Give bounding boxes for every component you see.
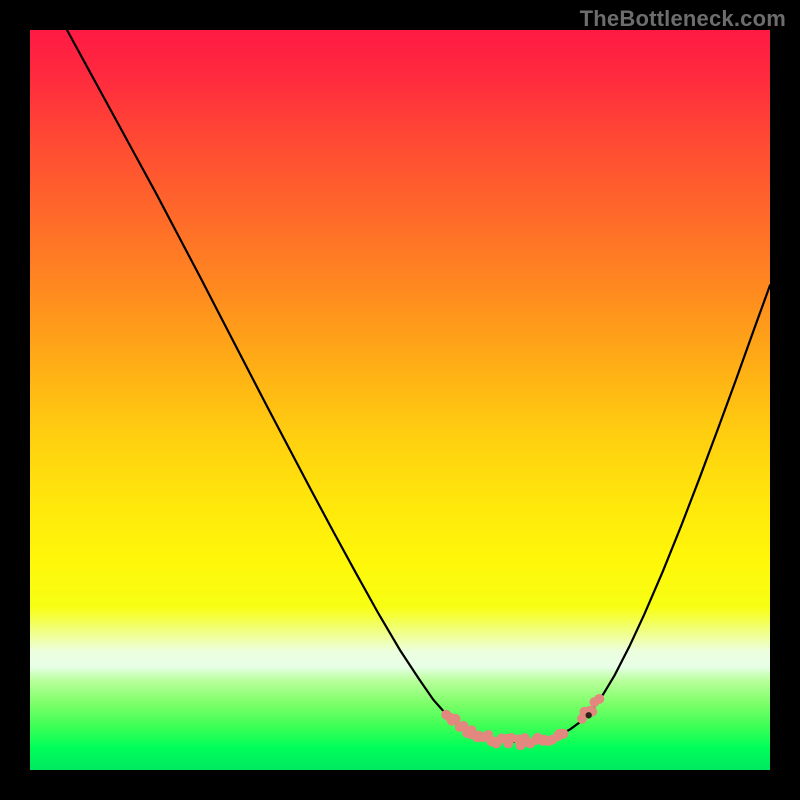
watermark-text: TheBottleneck.com xyxy=(580,6,786,32)
gradient-background xyxy=(30,30,770,770)
visualization-root: TheBottleneck.com xyxy=(0,0,800,800)
